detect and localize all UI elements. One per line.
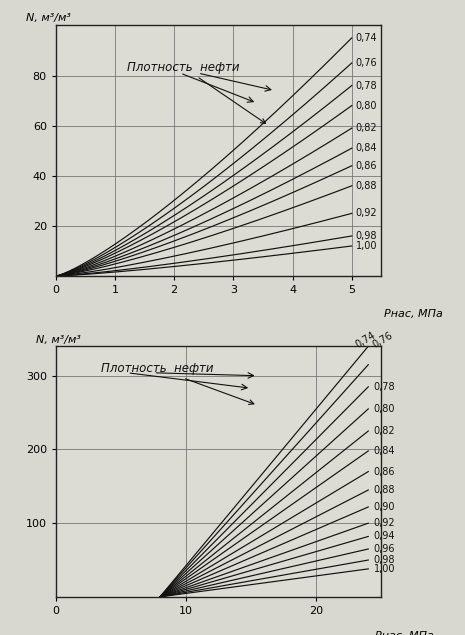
Text: 0,84: 0,84 bbox=[356, 144, 378, 153]
Text: 0,88: 0,88 bbox=[356, 181, 378, 191]
Text: 0,84: 0,84 bbox=[373, 446, 395, 456]
Text: 0,98: 0,98 bbox=[373, 555, 395, 565]
Text: 0,74: 0,74 bbox=[354, 330, 378, 350]
Text: 0,86: 0,86 bbox=[356, 161, 378, 171]
Text: 0,94: 0,94 bbox=[373, 531, 395, 542]
Text: 0,76: 0,76 bbox=[371, 330, 394, 349]
Text: 0,90: 0,90 bbox=[373, 502, 395, 512]
Text: 1,00: 1,00 bbox=[373, 564, 395, 574]
Text: 0,74: 0,74 bbox=[356, 33, 378, 43]
Text: 0,82: 0,82 bbox=[356, 123, 378, 133]
Text: 0,92: 0,92 bbox=[373, 518, 395, 528]
Text: Плотность  нефти: Плотность нефти bbox=[127, 60, 266, 123]
Text: 0,82: 0,82 bbox=[373, 426, 395, 436]
Text: Плотность  нефти: Плотность нефти bbox=[101, 362, 254, 404]
Text: 1,00: 1,00 bbox=[356, 241, 378, 251]
Text: N, м³/м³: N, м³/м³ bbox=[26, 13, 71, 23]
Text: 0,96: 0,96 bbox=[373, 544, 395, 554]
Text: 0,92: 0,92 bbox=[356, 208, 378, 218]
Text: 0,80: 0,80 bbox=[373, 404, 395, 414]
Text: Рнас, МПа: Рнас, МПа bbox=[384, 309, 443, 319]
Text: Рнас, МПа: Рнас, МПа bbox=[375, 631, 434, 635]
Text: 0,80: 0,80 bbox=[356, 100, 378, 110]
Text: 0,76: 0,76 bbox=[356, 58, 378, 68]
Text: N, м³/м³: N, м³/м³ bbox=[36, 335, 81, 345]
Text: 0,78: 0,78 bbox=[373, 382, 395, 392]
Text: 0,78: 0,78 bbox=[356, 81, 378, 91]
Text: 0,88: 0,88 bbox=[373, 485, 395, 495]
Text: 0,98: 0,98 bbox=[356, 231, 378, 241]
Text: 0,86: 0,86 bbox=[373, 467, 395, 477]
